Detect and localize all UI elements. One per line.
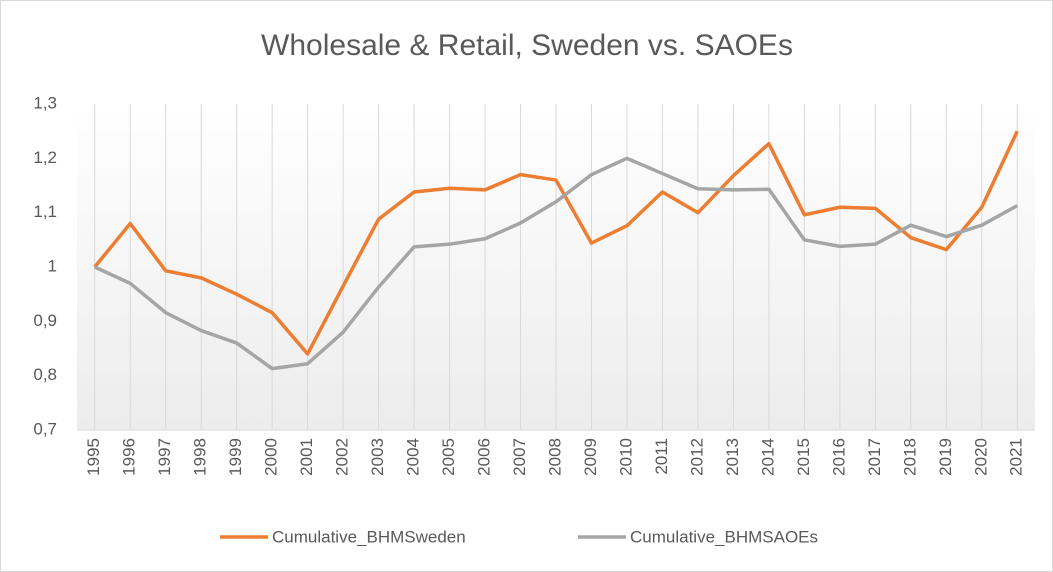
chart-title: Wholesale & Retail, Sweden vs. SAOEs <box>261 29 793 62</box>
y-tick-label: 0,9 <box>33 311 57 330</box>
line-series <box>94 156 1019 371</box>
x-tick-label: 2000 <box>262 438 281 476</box>
x-tick-label: 2003 <box>368 438 387 476</box>
x-tick-label: 1999 <box>226 438 245 476</box>
x-tick-label: 2020 <box>971 438 990 476</box>
y-tick-label: 1,2 <box>33 148 57 167</box>
x-tick-label: 2016 <box>829 438 848 476</box>
x-tick-label: 2010 <box>616 438 635 476</box>
x-tick-label: 1995 <box>84 438 103 476</box>
x-tick-label: 1996 <box>120 438 139 476</box>
legend-label: Cumulative_BHMSweden <box>272 527 466 546</box>
x-tick-label: 2004 <box>404 438 423 476</box>
x-tick-label: 2011 <box>652 438 671 475</box>
legend-label: Cumulative_BHMSAOEs <box>630 527 818 546</box>
y-tick-label: 0,8 <box>33 365 57 384</box>
y-tick-label: 1,3 <box>33 93 57 112</box>
y-tick-label: 1 <box>48 256 57 275</box>
x-tick-label: 2002 <box>333 438 352 476</box>
x-tick-label: 2009 <box>581 438 600 476</box>
x-tick-label: 1997 <box>155 438 174 476</box>
x-tick-label: 1998 <box>191 438 210 476</box>
x-tick-label: 2001 <box>297 438 316 476</box>
x-tick-label: 2017 <box>865 438 884 476</box>
x-tick-label: 2018 <box>900 438 919 476</box>
x-tick-label: 2021 <box>1007 438 1026 476</box>
y-tick-label: 1,1 <box>33 202 57 221</box>
y-tick-label: 0,7 <box>33 419 57 438</box>
x-tick-label: 2019 <box>936 438 955 476</box>
x-tick-label: 2012 <box>687 438 706 476</box>
x-tick-label: 2014 <box>758 438 777 476</box>
x-tick-label: 2008 <box>545 438 564 476</box>
x-tick-label: 2007 <box>510 438 529 476</box>
x-tick-label: 2005 <box>439 438 458 476</box>
x-tick-label: 2013 <box>723 438 742 476</box>
x-tick-label: 2006 <box>475 438 494 476</box>
x-tick-label: 2015 <box>794 438 813 476</box>
line-series <box>93 130 1019 356</box>
